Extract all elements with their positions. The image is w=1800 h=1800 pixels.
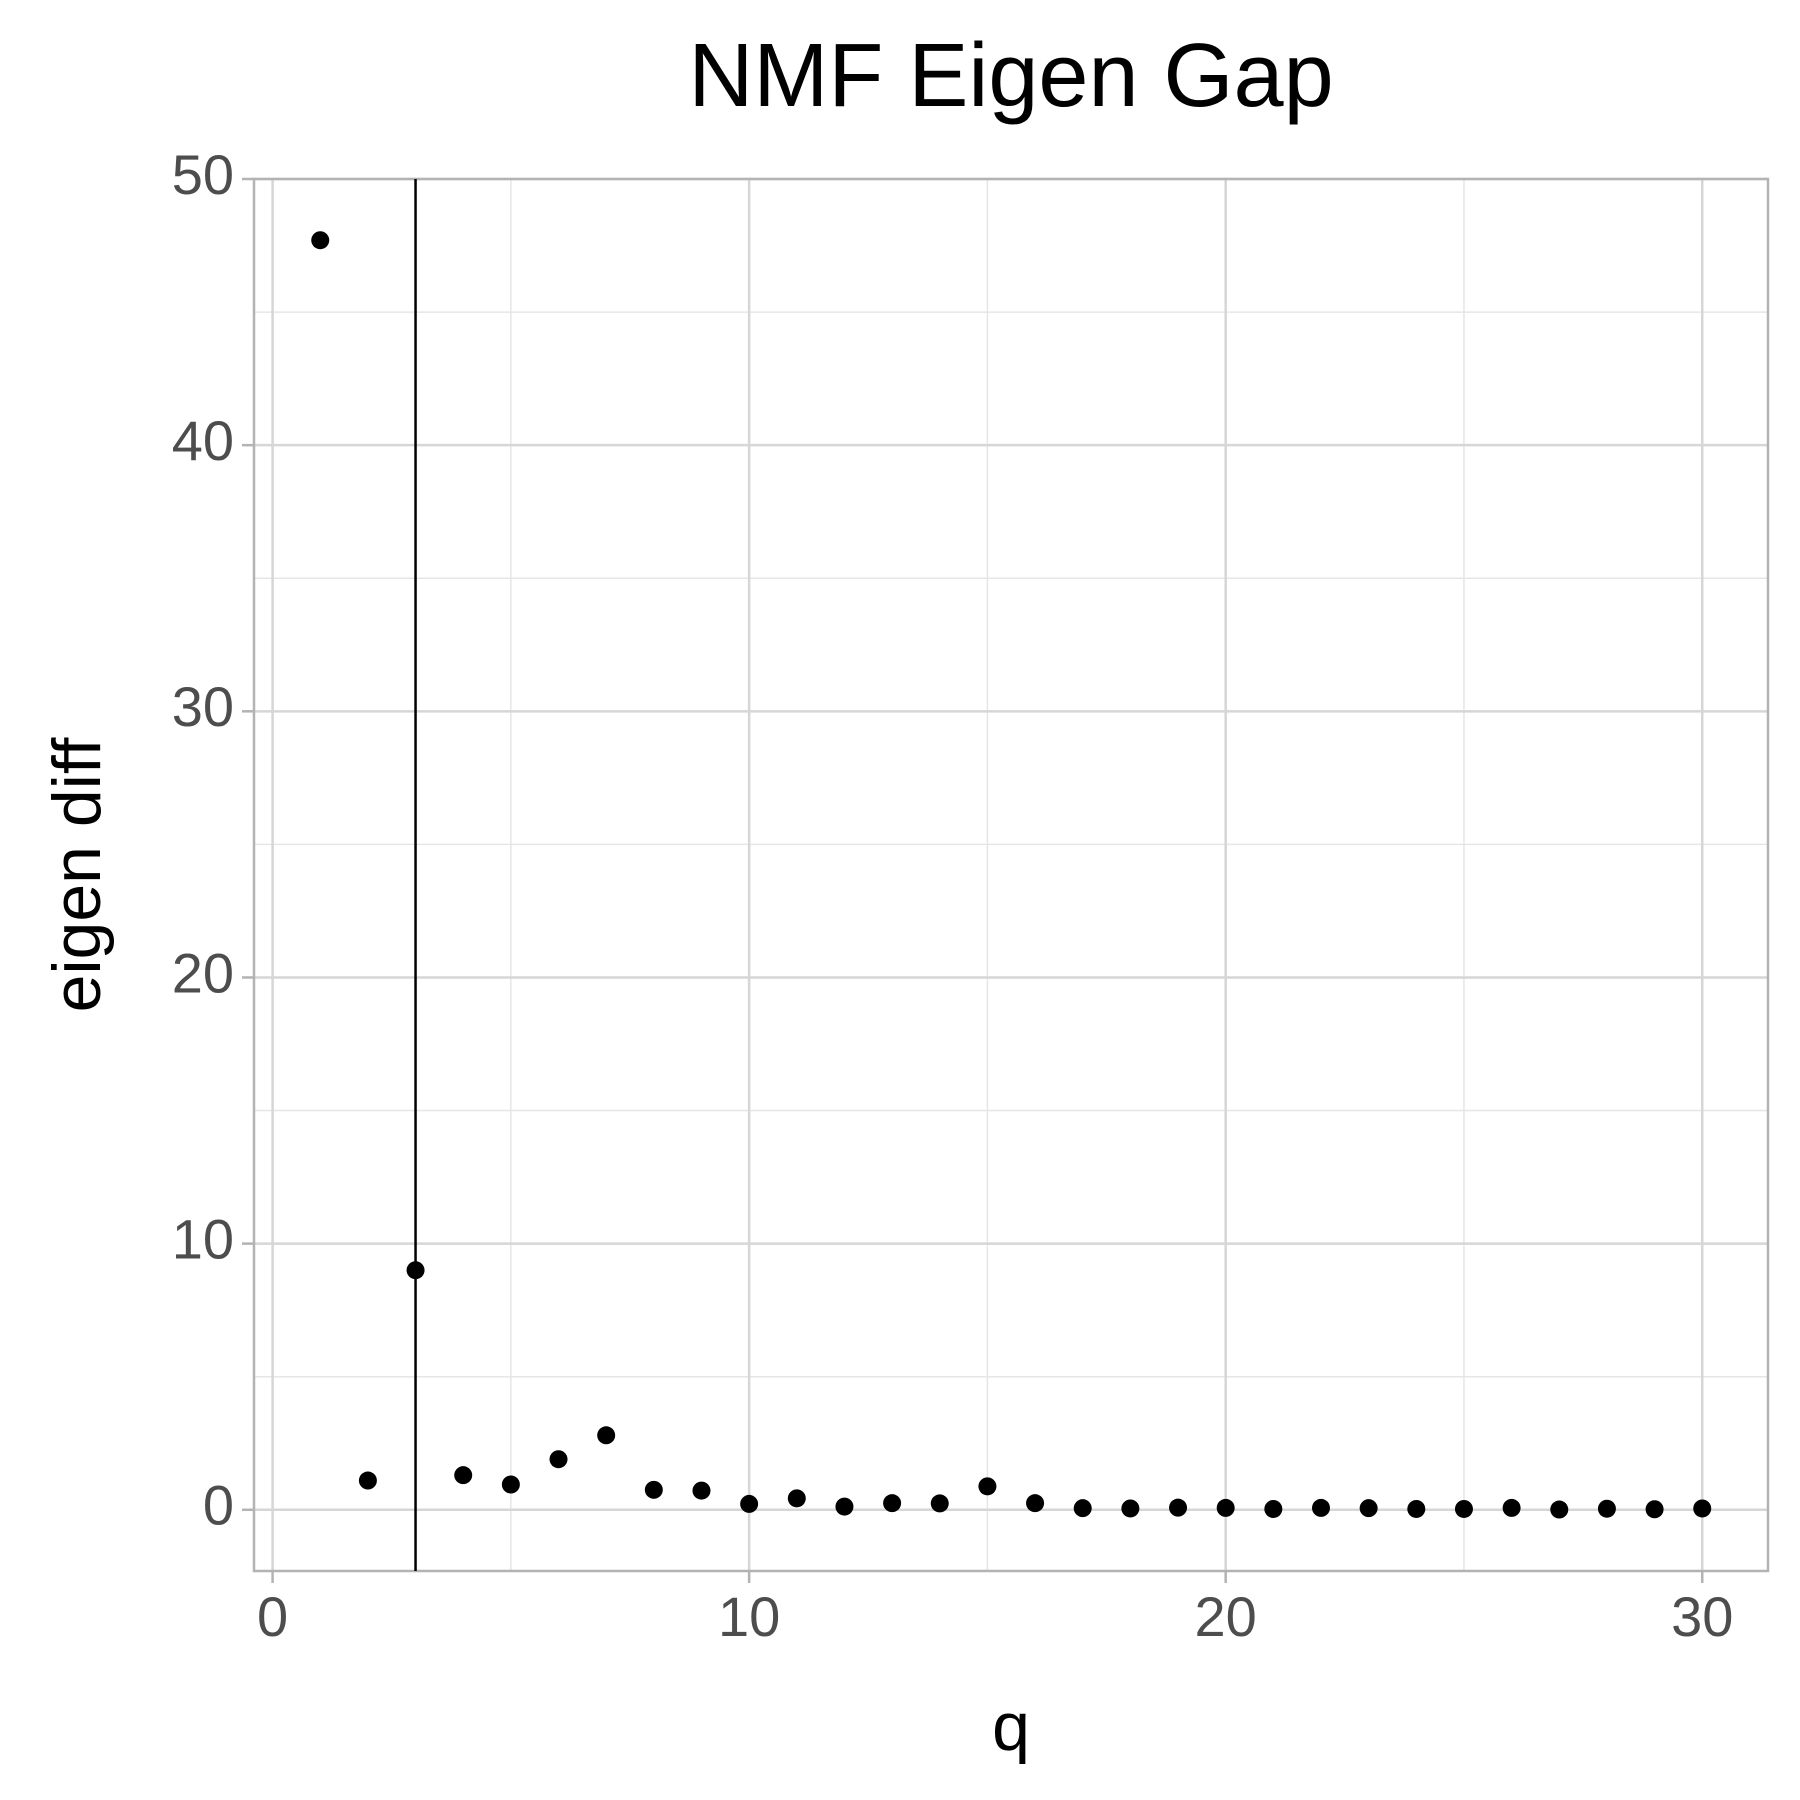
point <box>454 1466 473 1485</box>
point <box>311 231 330 250</box>
point <box>1026 1494 1045 1513</box>
point <box>1359 1499 1378 1518</box>
point <box>1121 1499 1140 1518</box>
point <box>1311 1498 1330 1517</box>
point <box>1216 1498 1235 1517</box>
point <box>692 1481 711 1500</box>
point <box>1693 1499 1712 1518</box>
x-tick-label: 0 <box>257 1585 288 1648</box>
x-axis-title: q <box>992 1689 1030 1765</box>
x-tick-label: 10 <box>718 1585 780 1648</box>
y-axis-title: eigen diff <box>39 738 115 1013</box>
point <box>597 1426 616 1445</box>
point <box>1550 1500 1569 1519</box>
x-tick-label: 20 <box>1195 1585 1257 1648</box>
point <box>883 1494 902 1513</box>
y-tick-label: 20 <box>172 941 234 1004</box>
point <box>978 1477 997 1496</box>
y-tick-label: 40 <box>172 409 234 472</box>
y-tick-label: 50 <box>172 143 234 206</box>
y-tick-label: 0 <box>203 1474 234 1537</box>
point <box>358 1471 377 1490</box>
point <box>1407 1499 1426 1518</box>
point <box>549 1450 568 1469</box>
x-tick-label: 30 <box>1671 1585 1733 1648</box>
point <box>644 1480 663 1499</box>
point <box>1264 1499 1283 1518</box>
point <box>787 1489 806 1508</box>
point <box>1502 1498 1521 1517</box>
y-tick-label: 10 <box>172 1207 234 1270</box>
point <box>1073 1499 1092 1518</box>
point <box>406 1261 425 1280</box>
panel-border <box>252 177 1770 1573</box>
point <box>1597 1499 1616 1518</box>
y-tick-label: 30 <box>172 675 234 738</box>
point <box>930 1494 949 1513</box>
chart-title: NMF Eigen Gap <box>688 26 1333 126</box>
point <box>835 1497 854 1516</box>
point <box>501 1475 520 1494</box>
point <box>1454 1499 1473 1518</box>
point <box>1169 1498 1188 1517</box>
point <box>740 1494 759 1513</box>
point <box>1645 1500 1664 1519</box>
